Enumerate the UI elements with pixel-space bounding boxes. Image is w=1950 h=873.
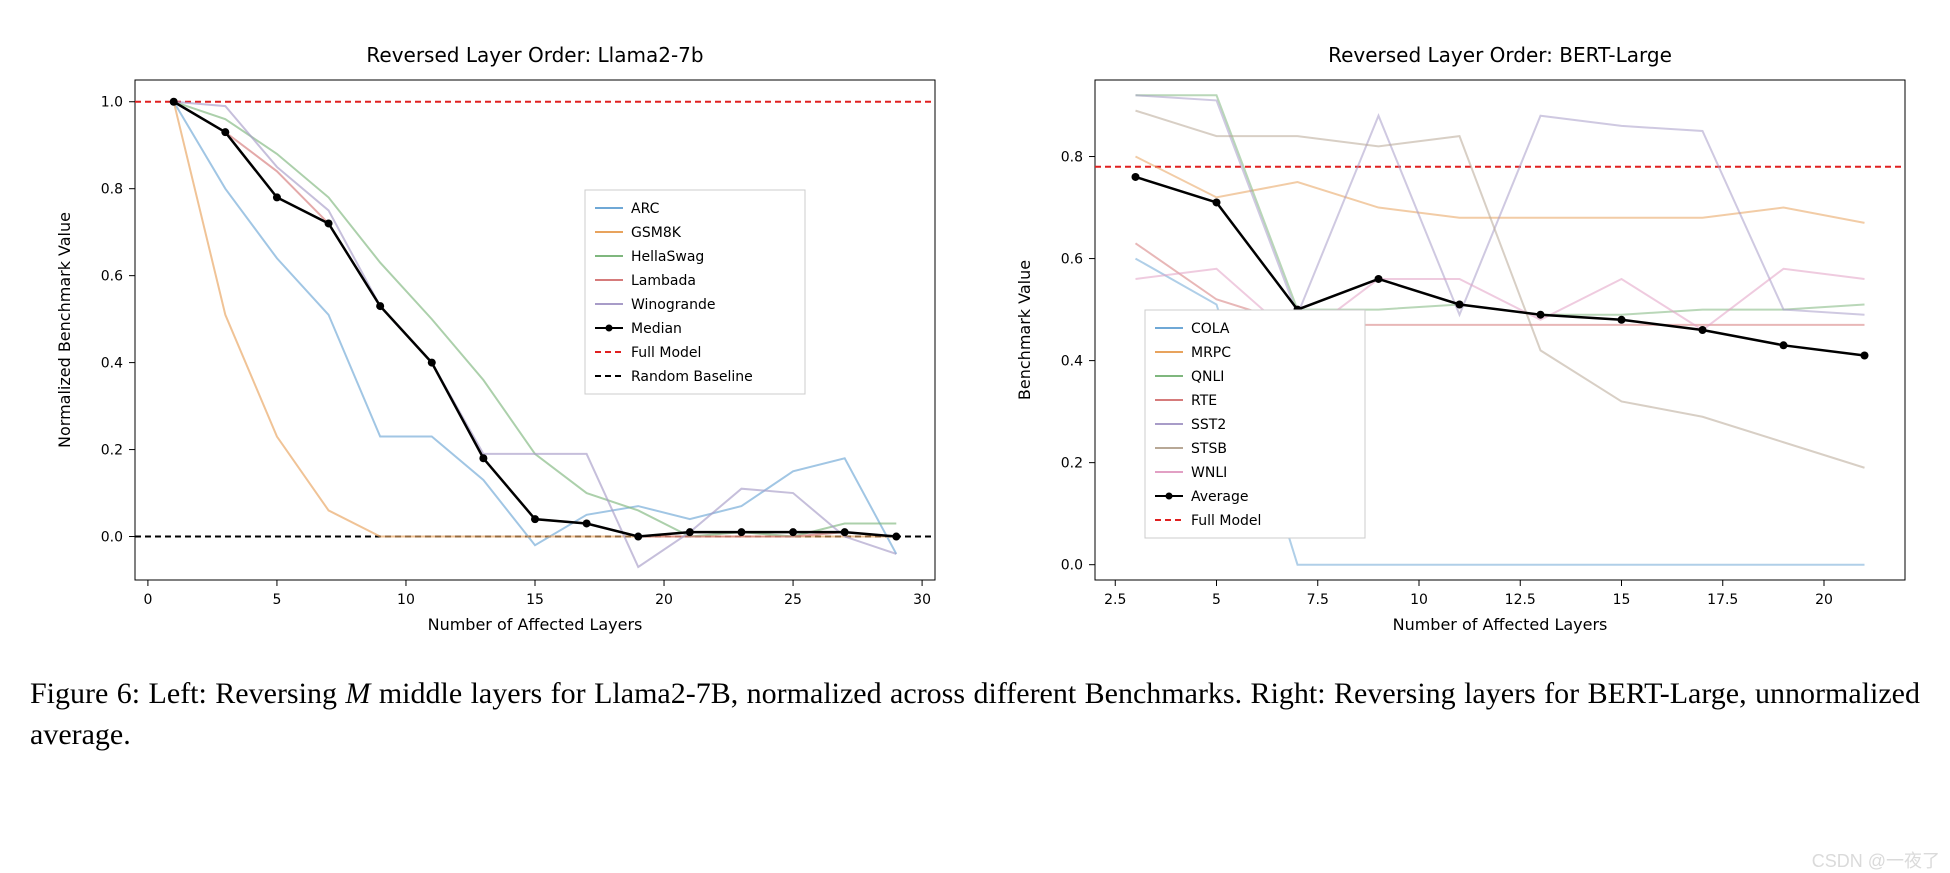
svg-text:2.5: 2.5 xyxy=(1104,592,1126,608)
watermark: CSDN @一夜了 xyxy=(1812,847,1940,873)
svg-text:20: 20 xyxy=(655,592,673,608)
svg-text:0.8: 0.8 xyxy=(1061,150,1083,166)
svg-text:15: 15 xyxy=(1613,592,1631,608)
svg-text:HellaSwag: HellaSwag xyxy=(631,249,704,265)
svg-text:0.4: 0.4 xyxy=(101,356,123,372)
svg-text:5: 5 xyxy=(272,592,281,608)
svg-text:QNLI: QNLI xyxy=(1191,369,1224,385)
caption-prefix: Figure 6: Left: Reversing xyxy=(30,677,345,710)
svg-text:Number of Affected Layers: Number of Affected Layers xyxy=(1393,615,1608,634)
svg-text:25: 25 xyxy=(784,592,802,608)
svg-text:Random Baseline: Random Baseline xyxy=(631,369,753,385)
svg-text:COLA: COLA xyxy=(1191,321,1230,337)
svg-text:MRPC: MRPC xyxy=(1191,345,1231,361)
svg-text:5: 5 xyxy=(1212,592,1221,608)
charts-row: Reversed Layer Order: Llama2-7b 0 5 10 15 20 2… xyxy=(20,20,1930,644)
svg-text:15: 15 xyxy=(526,592,544,608)
svg-text:Average: Average xyxy=(1191,489,1249,505)
svg-text:10: 10 xyxy=(397,592,415,608)
left-chart: Reversed Layer Order: Llama2-7b 0 5 10 15 20 2… xyxy=(25,20,955,640)
svg-text:17.5: 17.5 xyxy=(1707,592,1738,608)
left-chart-wrapper: Reversed Layer Order: Llama2-7b 0 5 10 15 20 2… xyxy=(25,20,955,644)
svg-text:Winogrande: Winogrande xyxy=(631,297,715,313)
svg-text:12.5: 12.5 xyxy=(1505,592,1536,608)
svg-text:0.2: 0.2 xyxy=(101,443,123,459)
svg-text:10: 10 xyxy=(1410,592,1428,608)
svg-text:Number of Affected Layers: Number of Affected Layers xyxy=(428,615,643,634)
svg-text:Full Model: Full Model xyxy=(631,345,701,361)
svg-text:ARC: ARC xyxy=(631,201,660,217)
figure-container: Reversed Layer Order: Llama2-7b 0 5 10 15 20 2… xyxy=(20,20,1930,755)
svg-text:0.0: 0.0 xyxy=(1061,558,1083,574)
right-chart: Reversed Layer Order: BERT-Large 2.5 5 7.5 1… xyxy=(995,20,1925,640)
svg-text:Reversed Layer Order: BERT-Lar: Reversed Layer Order: BERT-Large xyxy=(1328,43,1672,67)
svg-text:STSB: STSB xyxy=(1191,441,1227,457)
caption-italic: M xyxy=(345,677,370,710)
svg-text:SST2: SST2 xyxy=(1191,417,1226,433)
svg-text:Normalized Benchmark Value: Normalized Benchmark Value xyxy=(55,212,74,448)
svg-text:Benchmark Value: Benchmark Value xyxy=(1015,260,1034,400)
svg-text:7.5: 7.5 xyxy=(1307,592,1329,608)
svg-text:0.2: 0.2 xyxy=(1061,456,1083,472)
svg-text:1.0: 1.0 xyxy=(101,95,123,111)
svg-text:0: 0 xyxy=(143,592,152,608)
svg-text:30: 30 xyxy=(913,592,931,608)
figure-caption: Figure 6: Left: Reversing M middle layer… xyxy=(20,674,1930,755)
svg-text:GSM8K: GSM8K xyxy=(631,225,682,241)
svg-text:Full Model: Full Model xyxy=(1191,513,1261,529)
svg-text:0.6: 0.6 xyxy=(1061,252,1083,268)
svg-text:Median: Median xyxy=(631,321,682,337)
right-chart-wrapper: Reversed Layer Order: BERT-Large 2.5 5 7.5 1… xyxy=(995,20,1925,644)
svg-text:Lambada: Lambada xyxy=(631,273,696,289)
svg-text:0.8: 0.8 xyxy=(101,182,123,198)
svg-text:Reversed Layer Order: Llama2-7: Reversed Layer Order: Llama2-7b xyxy=(366,43,703,67)
svg-text:WNLI: WNLI xyxy=(1191,465,1227,481)
svg-text:0.4: 0.4 xyxy=(1061,354,1083,370)
svg-text:0.6: 0.6 xyxy=(101,269,123,285)
svg-text:0.0: 0.0 xyxy=(101,530,123,546)
svg-text:20: 20 xyxy=(1815,592,1833,608)
svg-text:RTE: RTE xyxy=(1191,393,1217,409)
